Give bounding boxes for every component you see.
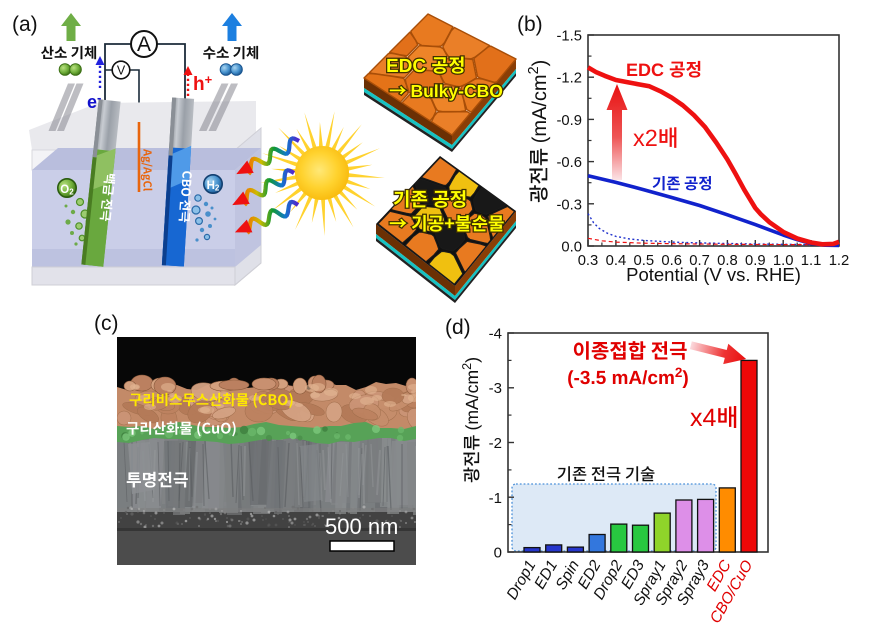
svg-text:-1.5: -1.5 [557, 29, 583, 45]
svg-text:0.0: 0.0 [561, 240, 582, 256]
svg-text:0.8: 0.8 [717, 253, 738, 269]
svg-text:0.9: 0.9 [745, 253, 766, 269]
svg-text:(a): (a) [12, 13, 38, 36]
svg-text:-1.2: -1.2 [557, 71, 583, 87]
svg-text:0.5: 0.5 [634, 253, 655, 269]
svg-text:-2: -2 [489, 435, 502, 452]
svg-text:-4: -4 [489, 326, 502, 343]
svg-text:1.1: 1.1 [801, 253, 822, 269]
svg-text:0.3: 0.3 [578, 253, 599, 269]
svg-text:(b): (b) [517, 13, 543, 36]
svg-text:V: V [117, 64, 126, 78]
svg-text:(d): (d) [445, 316, 471, 339]
svg-text:-3: -3 [489, 380, 502, 397]
svg-text:-0.6: -0.6 [557, 155, 583, 171]
svg-text:(c): (c) [94, 312, 119, 335]
svg-text:1.0: 1.0 [773, 253, 794, 269]
svg-text:A: A [137, 33, 151, 56]
svg-text:0.7: 0.7 [689, 253, 710, 269]
svg-text:0: 0 [494, 545, 502, 562]
svg-text:Potential (V vs. RHE): Potential (V vs. RHE) [626, 264, 801, 285]
svg-text:500 nm: 500 nm [325, 514, 398, 539]
svg-text:-0.3: -0.3 [557, 197, 583, 213]
svg-text:0.4: 0.4 [606, 253, 627, 269]
svg-text:-1: -1 [489, 490, 502, 507]
svg-text:1.2: 1.2 [829, 253, 850, 269]
svg-text:O2: O2 [60, 184, 74, 197]
svg-text:-0.9: -0.9 [557, 113, 583, 129]
svg-text:0.6: 0.6 [661, 253, 682, 269]
svg-text:H2: H2 [207, 180, 220, 193]
